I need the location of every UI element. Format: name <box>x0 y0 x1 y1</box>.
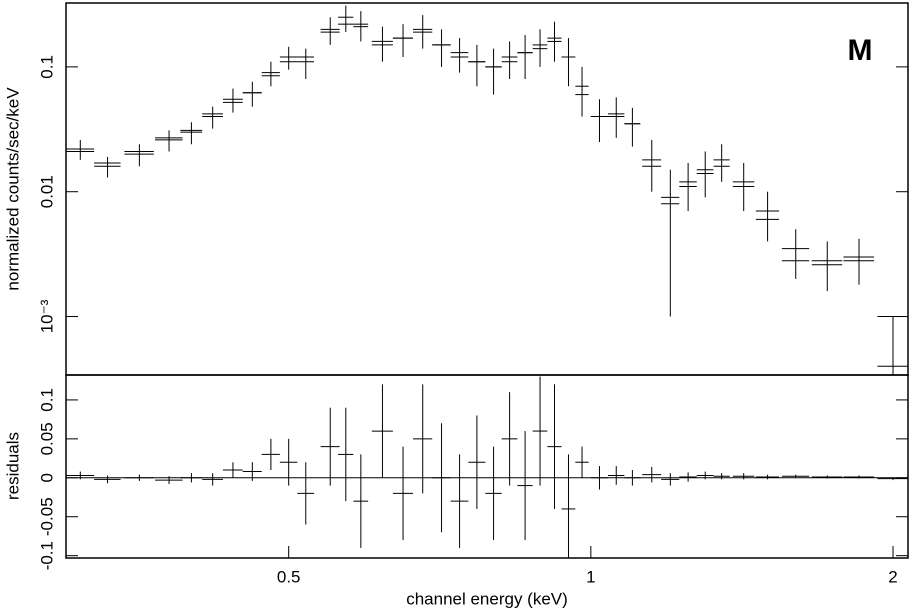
plot-frame <box>65 374 909 559</box>
data-layer <box>66 5 908 375</box>
plot-frame <box>65 2 909 376</box>
y-axis-label: normalized counts/sec/keV <box>3 87 22 291</box>
x-tick-label: 2 <box>888 567 897 586</box>
y-tick-label: 0 <box>37 473 56 482</box>
y-tick-label: 0.1 <box>37 55 56 79</box>
panel-label: M <box>848 34 873 67</box>
x-axis-label: channel energy (keV) <box>406 589 568 608</box>
y-axis-label: residuals <box>3 432 22 500</box>
y-tick-label: 10⁻³ <box>37 299 56 333</box>
x-tick-label: 0.5 <box>277 567 301 586</box>
x-tick-label: 1 <box>586 567 595 586</box>
y-tick-label: -0.05 <box>37 497 56 536</box>
data-layer <box>66 376 908 558</box>
y-tick-label: 0.1 <box>37 388 56 412</box>
y-tick-label: 0.01 <box>37 175 56 208</box>
y-tick-label: -0.1 <box>37 541 56 570</box>
y-tick-label: 0.05 <box>37 422 56 455</box>
